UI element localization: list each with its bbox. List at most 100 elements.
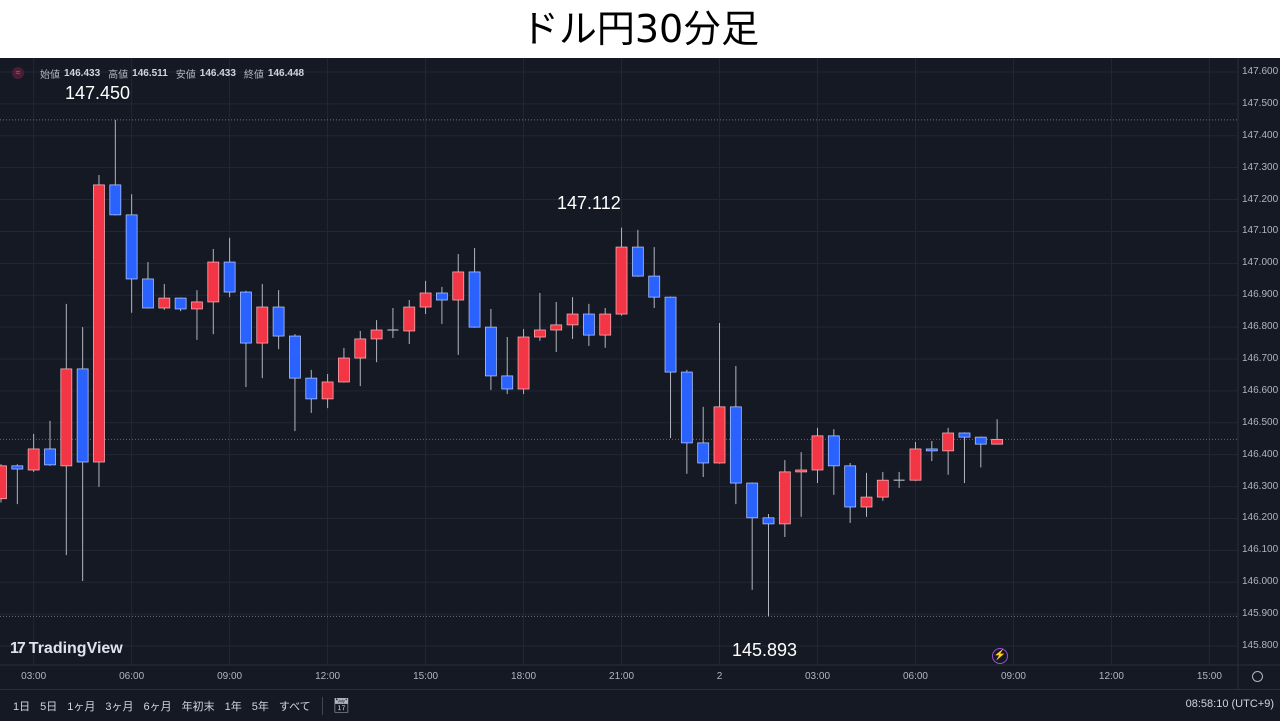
- candle-up: [778, 471, 791, 525]
- symbol-icon[interactable]: ≈: [12, 67, 24, 79]
- close-label: 終値: [243, 69, 264, 81]
- time-tick-label: 03:00: [21, 671, 47, 682]
- candle-down: [289, 335, 301, 379]
- time-tick-label: 2: [716, 671, 723, 682]
- annotation-high: 147.450: [65, 83, 131, 103]
- candle-up: [533, 329, 546, 338]
- price-tick-label: 146.900: [1242, 289, 1279, 301]
- candle-down: [844, 465, 857, 508]
- candle-up: [713, 406, 726, 464]
- candle-down: [582, 313, 595, 336]
- tradingview-logo-text: TradingView: [28, 640, 123, 657]
- candle-down: [125, 214, 138, 280]
- open-label: 始値: [40, 69, 60, 81]
- candle-down: [729, 406, 742, 484]
- price-tick-label: 146.000: [1242, 576, 1279, 588]
- price-tick-label: 146.800: [1242, 321, 1279, 333]
- chart-title: ドル円30分足: [520, 7, 760, 51]
- time-tick-label: 12:00: [1098, 671, 1124, 682]
- candle-down: [746, 482, 759, 519]
- lightning-icon[interactable]: ⚡: [992, 648, 1008, 664]
- range-button[interactable]: 6ヶ月: [143, 700, 172, 713]
- candle-up: [517, 336, 530, 390]
- candle-up: [909, 448, 922, 481]
- low-label: 安値: [175, 69, 196, 81]
- chart-area[interactable]: [0, 58, 1280, 720]
- candle-up: [207, 261, 220, 303]
- time-tick-label: 09:00: [217, 671, 243, 682]
- candle-up: [60, 368, 73, 467]
- candle-up: [27, 448, 40, 471]
- candle-down: [925, 448, 938, 452]
- high-label: 高値: [108, 69, 129, 81]
- candle-down: [174, 297, 187, 310]
- candle-down: [272, 306, 285, 337]
- candle-down: [958, 432, 971, 438]
- price-tick-label: 146.300: [1242, 480, 1279, 492]
- candle-down: [974, 436, 987, 445]
- candle-up: [452, 271, 465, 301]
- range-button[interactable]: 1ヶ月: [67, 700, 96, 713]
- range-button[interactable]: 5日: [40, 700, 58, 713]
- range-button[interactable]: 3ヶ月: [105, 700, 134, 713]
- candle-up: [0, 465, 7, 500]
- divider: [321, 696, 323, 715]
- candle-down: [697, 442, 710, 464]
- candle-up: [991, 438, 1004, 445]
- range-button[interactable]: 1年: [224, 700, 242, 713]
- candle-up: [403, 306, 416, 332]
- range-button[interactable]: 5年: [251, 700, 269, 713]
- candle-down: [240, 291, 252, 344]
- candle-up: [93, 184, 105, 463]
- candle-down: [436, 292, 448, 301]
- candle-down: [44, 448, 56, 466]
- price-tick-label: 147.400: [1242, 129, 1279, 141]
- low-value: 146.433: [199, 67, 236, 79]
- candle-down: [631, 246, 644, 277]
- candle-up: [942, 432, 955, 452]
- candle-down: [827, 435, 840, 467]
- title-band: ドル円30分足: [0, 0, 1280, 58]
- candle-up: [599, 313, 612, 336]
- annotation-mid-high: 147.112: [557, 193, 621, 213]
- candle-down: [648, 275, 661, 298]
- tradingview-logo[interactable]: 17 TradingView: [10, 640, 123, 658]
- price-tick-label: 146.500: [1242, 416, 1279, 428]
- range-button[interactable]: 1日: [13, 700, 31, 713]
- candle-down: [305, 377, 318, 400]
- go-to-date-icon[interactable]: 📅︎: [332, 697, 351, 713]
- time-tick-label: 06:00: [119, 671, 145, 682]
- range-button[interactable]: 年初末: [181, 700, 215, 713]
- candle-up: [860, 496, 873, 508]
- price-tick-label: 147.200: [1242, 193, 1279, 205]
- candle-up: [321, 381, 334, 400]
- candle-down: [468, 271, 481, 328]
- range-button[interactable]: すべて: [278, 700, 311, 713]
- time-tick-label: 09:00: [1000, 671, 1026, 682]
- range-buttons: 1日 5日 1ヶ月 3ヶ月 6ヶ月 年初末 1年 5年 すべて: [8, 698, 316, 714]
- candle-up: [811, 435, 824, 471]
- bottom-toolbar: 1日 5日 1ヶ月 3ヶ月 6ヶ月 年初末 1年 5年 すべて 📅︎ 08:58:10 (UTC…: [0, 689, 1280, 721]
- candle-up: [615, 246, 628, 315]
- candle-down: [501, 375, 514, 390]
- price-tick-label: 145.900: [1242, 608, 1279, 620]
- candle-up: [795, 469, 808, 473]
- candle-up: [370, 329, 383, 340]
- clock[interactable]: 08:58:10 (UTC+9): [1185, 698, 1274, 710]
- price-tick-label: 146.100: [1242, 544, 1279, 556]
- candle-down: [664, 296, 677, 373]
- settings-icon[interactable]: [1252, 671, 1263, 682]
- candle-up: [566, 313, 579, 326]
- time-tick-label: 12:00: [315, 671, 341, 682]
- candle-down: [484, 326, 497, 377]
- high-value: 146.511: [132, 67, 168, 79]
- price-tick-label: 146.600: [1242, 384, 1279, 396]
- open-value: 146.433: [64, 67, 101, 79]
- candle-down: [109, 184, 122, 216]
- ohlc-legend: ≈ 始値 146.433 高値 146.511 安値 146.433 終値 146.44…: [12, 64, 304, 82]
- candle-down: [680, 371, 693, 444]
- price-tick-label: 146.400: [1242, 448, 1279, 460]
- time-tick-label: 18:00: [511, 671, 537, 682]
- candle-up: [550, 324, 563, 331]
